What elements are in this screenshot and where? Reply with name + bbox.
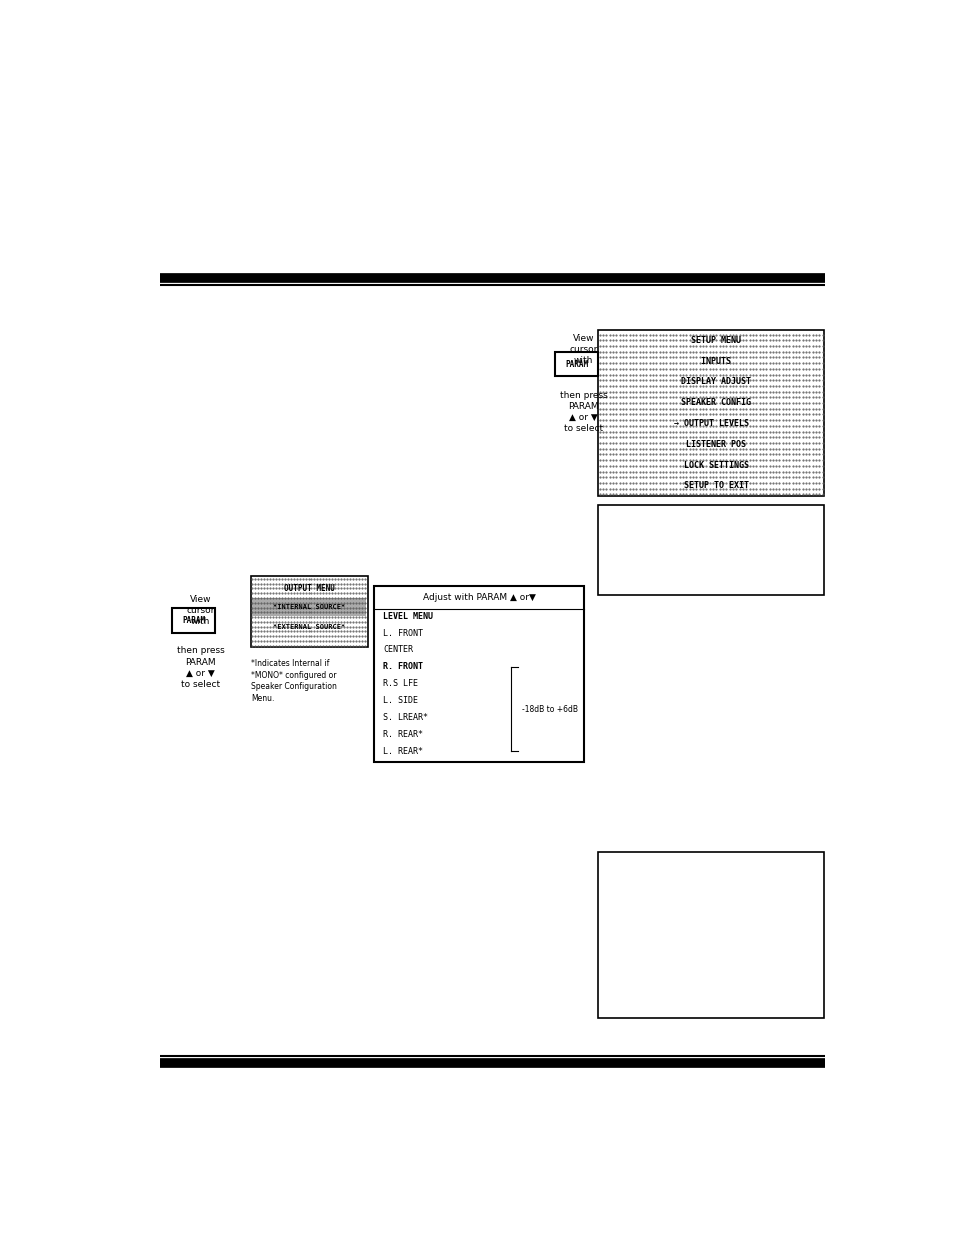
Text: PARAM: PARAM xyxy=(182,616,205,625)
Text: LOCK SETTINGS: LOCK SETTINGS xyxy=(673,461,748,469)
Text: S. LREAR*: S. LREAR* xyxy=(383,713,428,722)
Text: then press
PARAM
▲ or ▼
to select: then press PARAM ▲ or ▼ to select xyxy=(559,390,607,433)
Bar xyxy=(555,352,597,377)
Bar xyxy=(598,852,823,1019)
Text: Adjust with PARAM ▲ or▼: Adjust with PARAM ▲ or▼ xyxy=(422,593,535,601)
Text: SETUP TO EXIT: SETUP TO EXIT xyxy=(673,482,748,490)
Text: L. REAR*: L. REAR* xyxy=(383,747,423,756)
Bar xyxy=(172,609,214,634)
Text: CENTER: CENTER xyxy=(383,646,413,655)
Text: *EXTERNAL SOURCE*: *EXTERNAL SOURCE* xyxy=(273,624,345,630)
Text: *INTERNAL SOURCE*: *INTERNAL SOURCE* xyxy=(273,604,345,610)
Bar xyxy=(598,330,823,496)
Text: LEVEL MENU: LEVEL MENU xyxy=(383,611,433,621)
Text: OUTPUT MENU: OUTPUT MENU xyxy=(284,584,335,594)
Text: *Indicates Internal if
*MONO* configured or
Speaker Configuration
Menu.: *Indicates Internal if *MONO* configured… xyxy=(251,658,336,703)
Bar xyxy=(598,505,823,595)
Text: PARAM: PARAM xyxy=(564,359,587,368)
Text: SETUP MENU: SETUP MENU xyxy=(680,336,740,345)
Text: -18dB to +6dB: -18dB to +6dB xyxy=(521,705,578,714)
Bar xyxy=(252,598,366,616)
Text: View
cursor
with: View cursor with xyxy=(186,595,214,626)
Text: R.S LFE: R.S LFE xyxy=(383,679,417,688)
Bar xyxy=(374,585,583,762)
Text: INPUTS: INPUTS xyxy=(690,357,730,366)
Text: View
cursor
with: View cursor with xyxy=(569,333,598,364)
Text: R. FRONT: R. FRONT xyxy=(383,662,423,672)
Text: LISTENER POS: LISTENER POS xyxy=(676,440,745,448)
Text: L. SIDE: L. SIDE xyxy=(383,697,417,705)
Text: DISPLAY ADJUST: DISPLAY ADJUST xyxy=(670,378,750,387)
Text: R. REAR*: R. REAR* xyxy=(383,730,423,739)
Bar xyxy=(251,576,367,647)
Text: SPEAKER CONFIG: SPEAKER CONFIG xyxy=(670,398,750,408)
Text: L. FRONT: L. FRONT xyxy=(383,629,423,637)
Text: then press
PARAM
▲ or ▼
to select: then press PARAM ▲ or ▼ to select xyxy=(176,646,224,689)
Text: → OUTPUT LEVELS: → OUTPUT LEVELS xyxy=(673,419,748,429)
